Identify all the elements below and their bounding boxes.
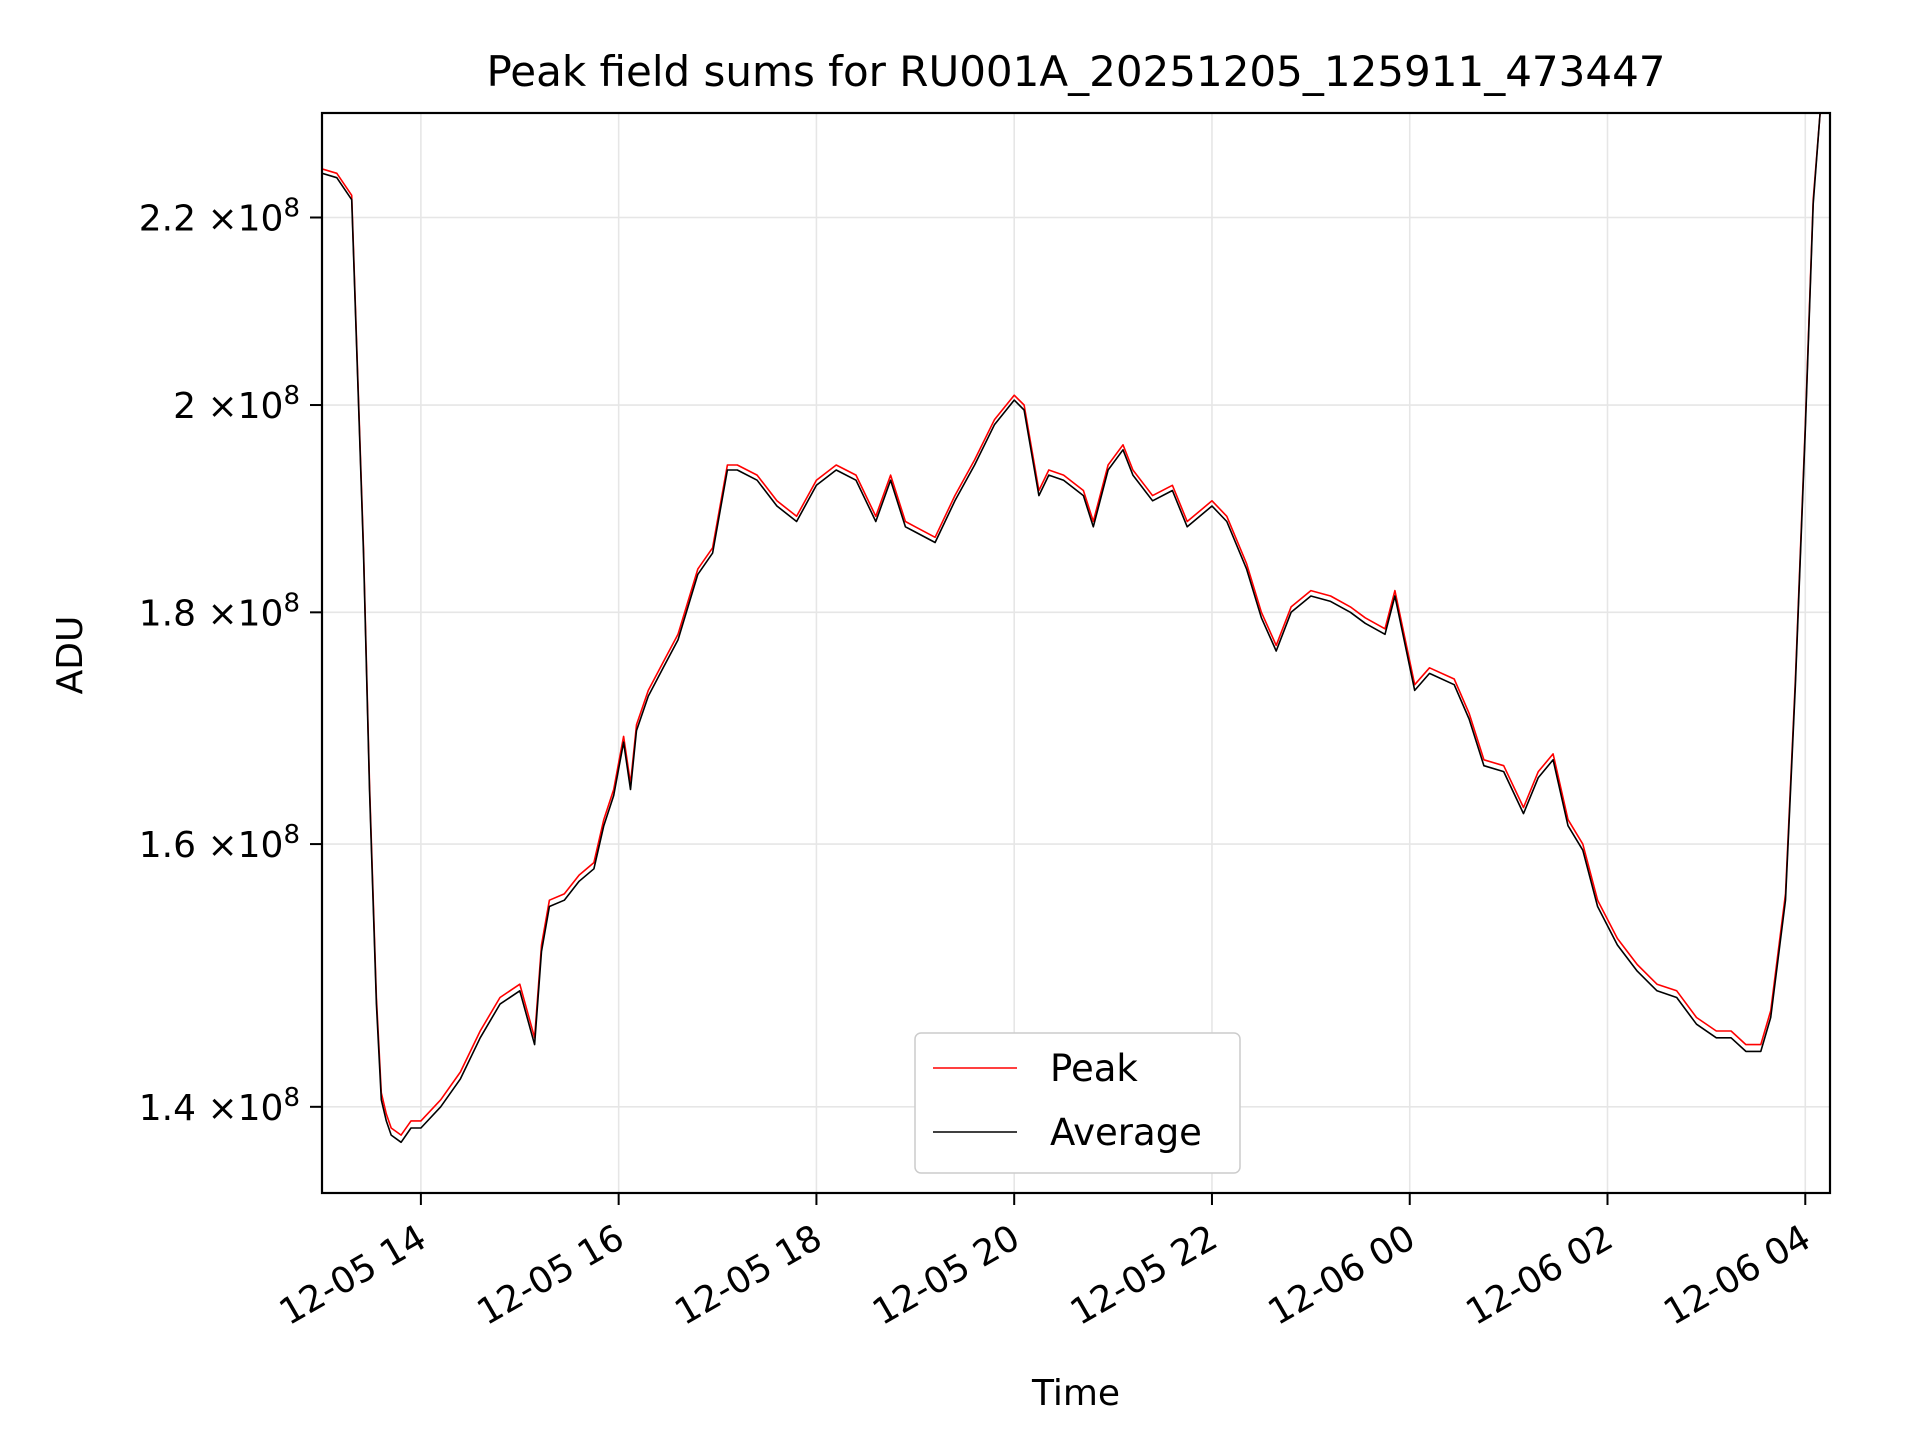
x-tick-label: 12-05 14 xyxy=(273,1217,434,1333)
x-axis-label: Time xyxy=(1031,1373,1120,1414)
y-tick-label: 1.4 ×108 xyxy=(139,1083,300,1129)
legend-label-peak: Peak xyxy=(1050,1047,1138,1090)
x-tick-label: 12-06 04 xyxy=(1657,1217,1818,1333)
x-tick-label: 12-06 00 xyxy=(1262,1217,1423,1333)
x-tick-label: 12-05 16 xyxy=(470,1217,631,1333)
plot-frame xyxy=(320,111,1832,1195)
x-tick-label: 12-05 18 xyxy=(668,1217,829,1333)
x-tick-label: 12-05 20 xyxy=(866,1217,1027,1333)
chart-title: Peak field sums for RU001A_20251205_1259… xyxy=(486,47,1665,96)
legend-label-average: Average xyxy=(1050,1111,1202,1154)
series-layer xyxy=(322,113,1821,1144)
y-tick-label: 2 ×108 xyxy=(173,381,300,427)
x-tick-label: 12-05 22 xyxy=(1064,1217,1225,1333)
grid xyxy=(322,113,1830,1193)
y-axis-label: ADU xyxy=(50,616,91,695)
legend: Peak Average xyxy=(914,1032,1241,1174)
y-tick-label: 2.2 ×108 xyxy=(139,193,300,239)
series-peak-line xyxy=(322,113,1821,1136)
y-tick-label: 1.8 ×108 xyxy=(139,588,300,634)
x-tick-label: 12-06 02 xyxy=(1459,1217,1620,1333)
series-average-line xyxy=(322,113,1821,1144)
y-tick-label: 1.6 ×108 xyxy=(139,820,300,866)
